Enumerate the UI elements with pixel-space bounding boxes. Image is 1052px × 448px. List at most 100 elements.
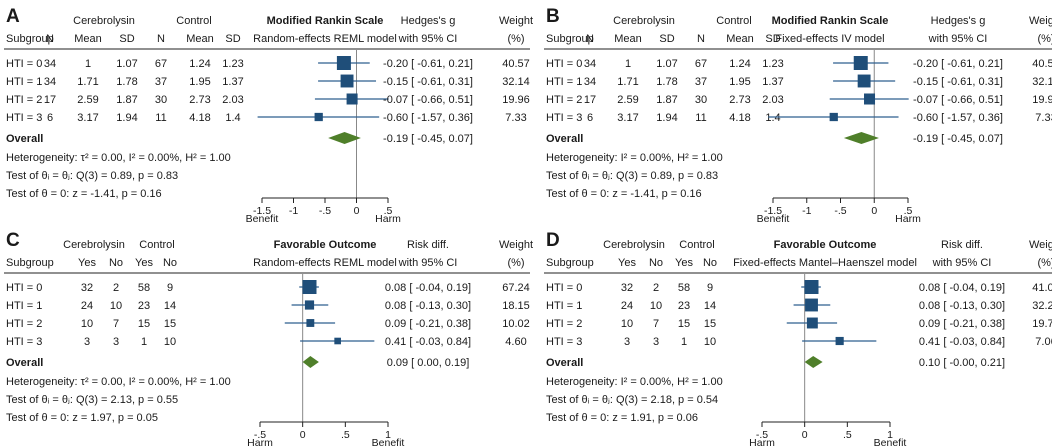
row-cell: 3.17 <box>617 112 638 124</box>
weight-unit: (%) <box>1037 33 1052 45</box>
row-weight-text: 40.57 <box>502 58 530 70</box>
row-cell: 3 <box>113 336 119 348</box>
row-weight-text: 19.73 <box>1032 318 1052 330</box>
overall-ci-text: -0.19 [ -0.45, 0.07] <box>383 133 473 145</box>
row-ci-text: 0.08 [ -0.13, 0.30] <box>385 300 471 312</box>
group2-header: Control <box>139 239 174 251</box>
row-cell: 23 <box>138 300 150 312</box>
row-cell: 1.07 <box>116 58 137 70</box>
column-header: SD <box>225 33 240 45</box>
effect-square <box>314 112 323 122</box>
overall-label: Overall <box>6 133 43 145</box>
outcome-title: Favorable Outcome <box>274 239 377 251</box>
row-cell: 10 <box>650 300 662 312</box>
column-header: SD <box>119 33 134 45</box>
x-tick-label: -1.5 <box>253 205 271 217</box>
panel-letter: B <box>546 6 560 27</box>
column-header: No <box>109 257 123 269</box>
row-cell: 1.78 <box>656 76 677 88</box>
row-cell: 34 <box>584 76 596 88</box>
panel-a: A Cerebrolysin Control Modified Rankin Scal… <box>4 6 533 225</box>
row-ci-text: -0.60 [ -1.57, 0.36] <box>383 112 473 124</box>
effect-sublabel: with 95% CI <box>928 33 988 45</box>
row-cell: 2.73 <box>729 94 750 106</box>
x-tick-label: .5 <box>843 429 852 441</box>
column-header: Mean <box>726 33 754 45</box>
row-ci-text: -0.07 [ -0.66, 0.51] <box>913 94 1003 106</box>
row-cell: 1.87 <box>656 94 677 106</box>
effect-square <box>806 317 818 329</box>
group1-header: Cerebrolysin <box>613 15 675 27</box>
column-header: Mean <box>74 33 102 45</box>
outcome-title: Modified Rankin Scale <box>772 15 889 27</box>
row-cell: 15 <box>704 318 716 330</box>
row-ci-text: -0.20 [ -0.61, 0.21] <box>383 58 473 70</box>
row-cell: 24 <box>81 300 93 312</box>
row-ci-text: 0.41 [ -0.03, 0.84] <box>919 336 1005 348</box>
row-cell: 3 <box>84 336 90 348</box>
axis-left-label: Harm <box>247 437 273 448</box>
x-tick-label: -1.5 <box>764 205 782 217</box>
row-label: HTI = 2 <box>6 318 42 330</box>
row-label: HTI = 0 <box>546 282 582 294</box>
outcome-title: Favorable Outcome <box>774 239 877 251</box>
model-label: Fixed-effects IV model <box>775 33 884 45</box>
outcome-title: Modified Rankin Scale <box>267 15 384 27</box>
row-weight-text: 18.15 <box>502 300 530 312</box>
row-cell: 2.59 <box>77 94 98 106</box>
row-cell: 1.4 <box>765 112 780 124</box>
row-ci-text: -0.60 [ -1.57, 0.36] <box>913 112 1003 124</box>
weight-unit: (%) <box>507 257 524 269</box>
x-tick-label: -1 <box>289 205 298 217</box>
row-cell: 37 <box>155 76 167 88</box>
row-cell: 7 <box>653 318 659 330</box>
effect-label: Hedges's g <box>931 15 986 27</box>
weight-label: Weight <box>499 15 533 27</box>
effect-square <box>835 336 844 346</box>
column-header: SD <box>765 33 780 45</box>
column-header: Mean <box>186 33 214 45</box>
stat-note: Heterogeneity: τ² = 0.00, I² = 0.00%, H²… <box>6 152 231 164</box>
x-tick-label: -1 <box>802 205 811 217</box>
axis-right-label: Harm <box>895 213 921 225</box>
subgroup-header: Subgroup <box>546 33 594 45</box>
row-ci-text: 0.41 [ -0.03, 0.84] <box>385 336 471 348</box>
row-cell: 14 <box>704 300 716 312</box>
row-cell: 1.71 <box>617 76 638 88</box>
x-tick-label: 1 <box>887 429 893 441</box>
row-cell: 58 <box>138 282 150 294</box>
row-label: HTI = 2 <box>546 318 582 330</box>
overall-label: Overall <box>546 133 583 145</box>
row-cell: 10 <box>81 318 93 330</box>
row-cell: 1.94 <box>656 112 677 124</box>
row-cell: 34 <box>584 58 596 70</box>
row-weight-text: 32.21 <box>1032 300 1052 312</box>
overall-diamond <box>328 132 361 144</box>
x-tick-label: -.5 <box>254 429 266 441</box>
row-cell: 15 <box>138 318 150 330</box>
row-cell: 67 <box>695 58 707 70</box>
row-cell: 1.95 <box>729 76 750 88</box>
row-cell: 34 <box>44 58 56 70</box>
effect-sublabel: with 95% CI <box>932 257 992 269</box>
column-header: Mean <box>614 33 642 45</box>
weight-unit: (%) <box>507 33 524 45</box>
column-header: N <box>157 33 165 45</box>
overall-diamond <box>302 356 319 368</box>
stat-note: Heterogeneity: τ² = 0.00, I² = 0.00%, H²… <box>6 376 231 388</box>
row-cell: 17 <box>44 94 56 106</box>
row-label: HTI = 1 <box>546 300 582 312</box>
row-cell: 1 <box>625 58 631 70</box>
stat-note: Test of θ = 0: z = -1.41, p = 0.16 <box>6 188 162 200</box>
row-label: HTI = 1 <box>546 76 582 88</box>
x-tick-label: .5 <box>384 205 393 217</box>
row-cell: 2 <box>113 282 119 294</box>
x-tick-label: 1 <box>385 429 391 441</box>
overall-label: Overall <box>546 357 583 369</box>
stat-note: Test of θ = 0: z = -1.41, p = 0.16 <box>546 188 702 200</box>
effect-square <box>306 319 315 327</box>
row-weight-text: 41.00 <box>1032 282 1052 294</box>
effect-label: Hedges's g <box>401 15 456 27</box>
column-header: N <box>46 33 54 45</box>
